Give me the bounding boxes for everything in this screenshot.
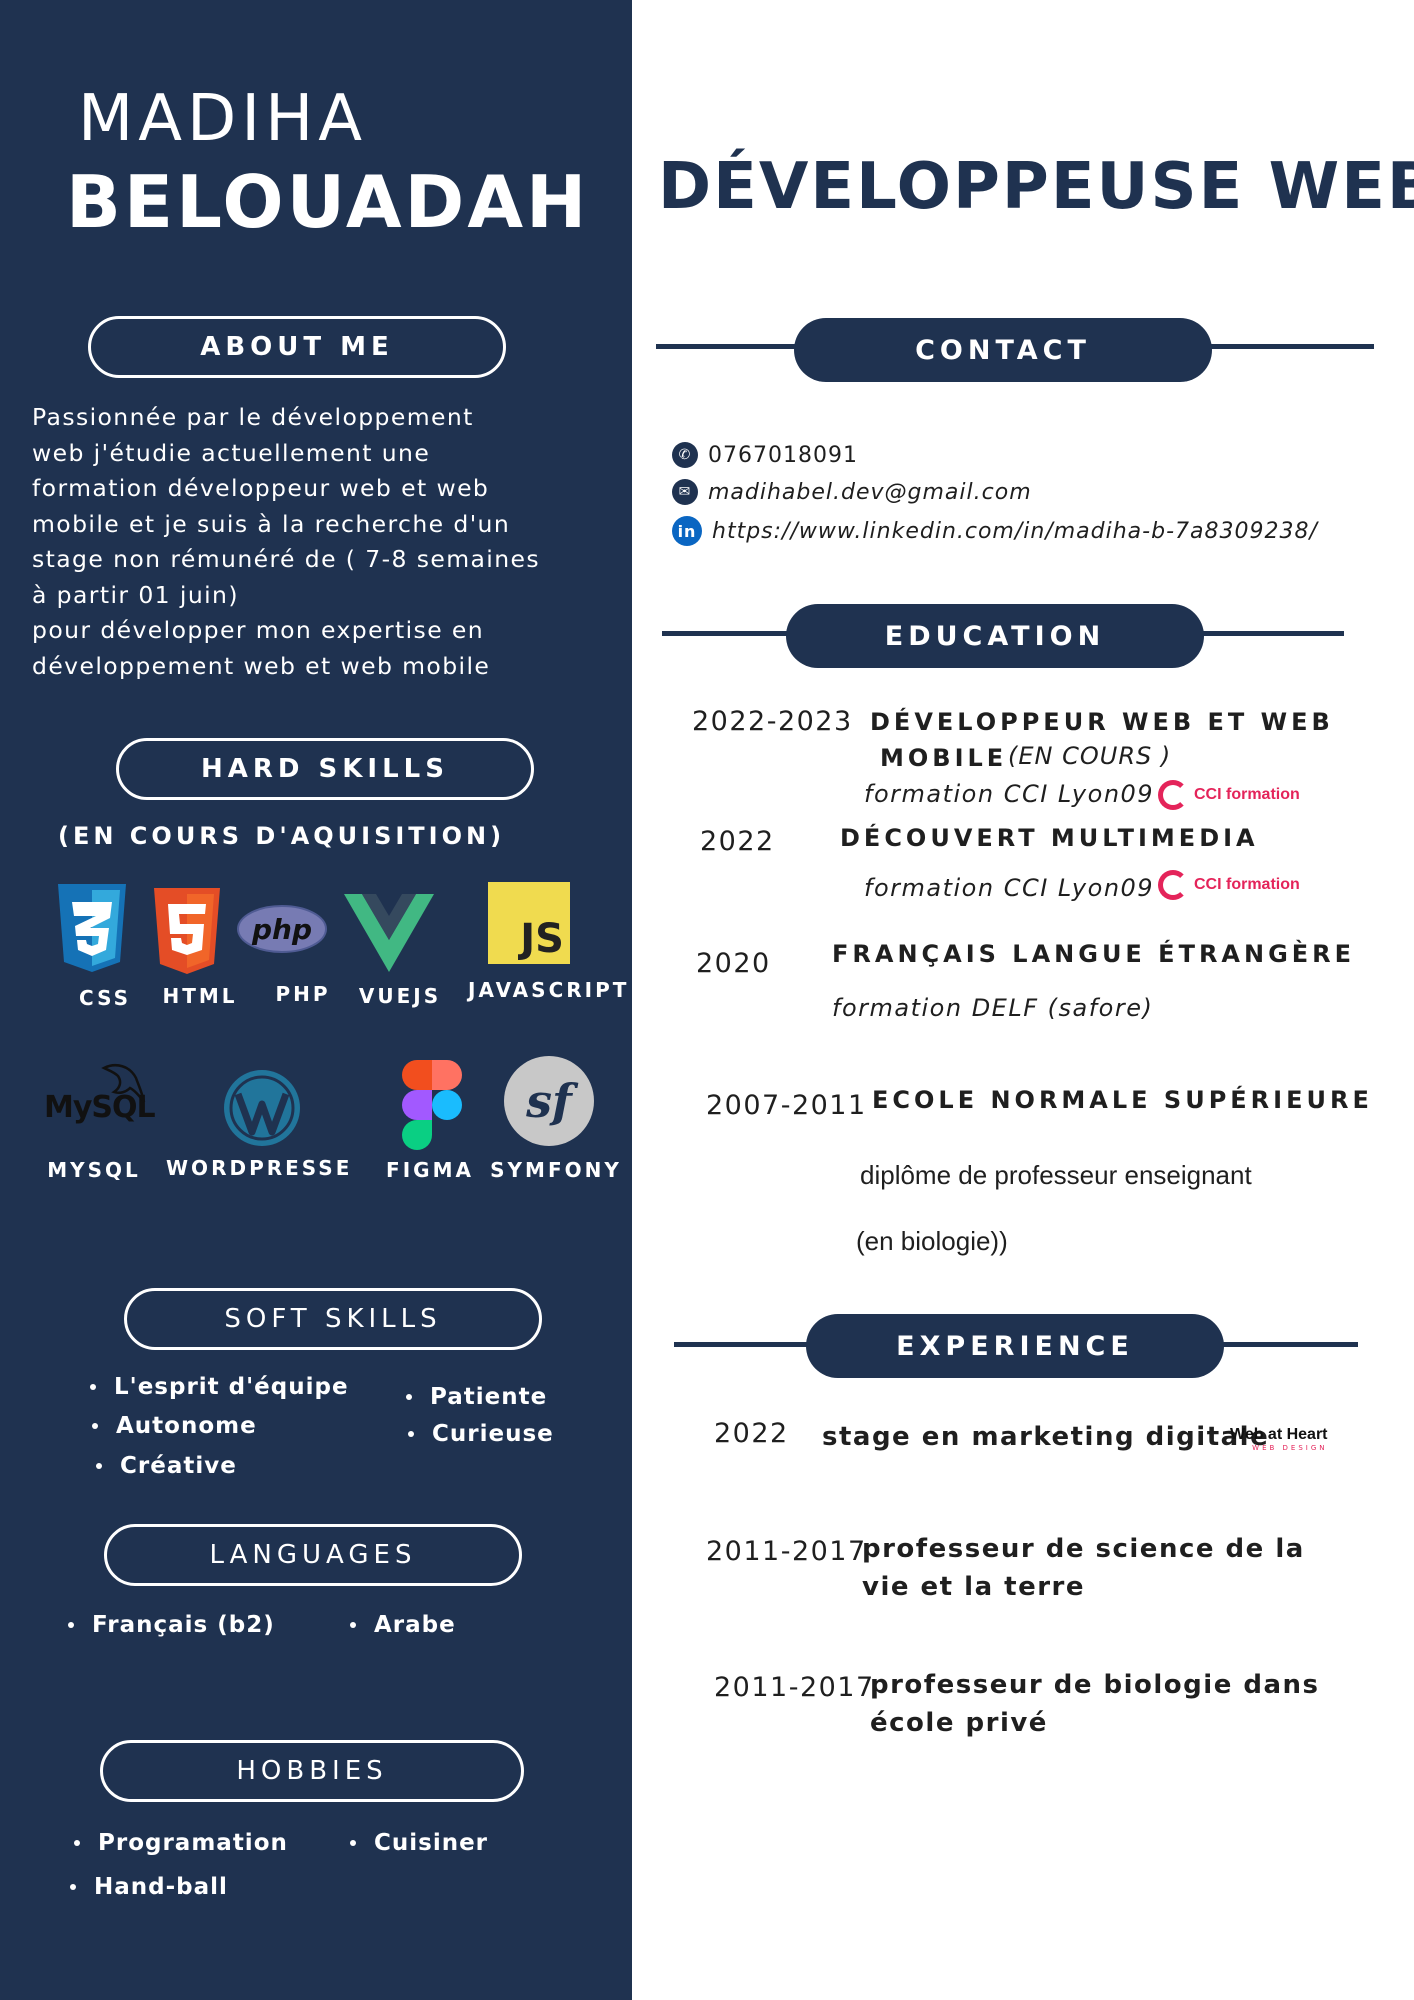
hard-skills-subheading: (EN COURS D'AQUISITION) (58, 822, 506, 850)
edu-detail: diplôme de professeur enseignant (860, 1160, 1252, 1190)
exp-title: stage en marketing digitale (822, 1422, 1270, 1452)
email-text[interactable]: madihabel.dev@gmail.com (708, 479, 1032, 505)
edu-title: FRANÇAIS LANGUE ÉTRANGÈRE (832, 940, 1356, 968)
about-heading: ABOUT ME (88, 316, 506, 378)
languages-heading: LANGUAGES (104, 1524, 522, 1586)
css3-icon (58, 884, 126, 972)
symfony-icon (504, 1056, 594, 1146)
figma-icon (402, 1060, 462, 1150)
list-item: L'esprit d'équipe (90, 1374, 349, 1400)
mysql-dolphin-icon (101, 1064, 146, 1103)
edu-year: 2022 (700, 826, 775, 857)
edu-title: ECOLE NORMALE SUPÉRIEURE (872, 1086, 1373, 1114)
experience-heading: EXPERIENCE (806, 1314, 1224, 1378)
last-name: BELOUADAH (66, 160, 590, 244)
edu-detail: (en biologie)) (856, 1226, 1008, 1256)
exp-year: 2011-2017 (714, 1672, 875, 1703)
edu-title-line2: MOBILE (880, 744, 1008, 772)
list-item: Curieuse (408, 1421, 554, 1447)
job-title: DÉVELOPPEUSE WEB (658, 150, 1414, 224)
hobbies-heading: HOBBIES (100, 1740, 524, 1802)
email-icon: ✉ (672, 479, 698, 505)
contact-phone: ✆ 0767018091 (672, 442, 858, 468)
edu-school: formation DELF (safore) (832, 994, 1154, 1022)
exp-title: professeur de biologie dans école privé (870, 1670, 1320, 1738)
skill-label: WORDPRESSE (166, 1156, 353, 1180)
exp-year: 2022 (714, 1418, 789, 1449)
edu-year: 2020 (696, 948, 771, 979)
edu-year: 2022-2023 (692, 706, 853, 737)
javascript-icon (488, 882, 570, 964)
cci-logo: CCI formation (1158, 780, 1300, 810)
skill-label: MYSQL (47, 1158, 141, 1182)
contact-linkedin[interactable]: in https://www.linkedin.com/in/madiha-b-… (672, 516, 1318, 546)
edu-title: DÉVELOPPEUR WEB ET WEB (870, 708, 1334, 736)
skill-label: JAVASCRIPT (468, 978, 630, 1002)
contact-heading: CONTACT (794, 318, 1212, 382)
linkedin-icon: in (672, 516, 702, 546)
list-item: Programation (74, 1830, 288, 1856)
about-text: Passionnée par le développement web j'ét… (32, 403, 541, 680)
exp-title: professeur de science de la vie et la te… (862, 1534, 1305, 1602)
edu-title: DÉCOUVERT MULTIMEDIA (840, 824, 1259, 852)
skill-label: VUEJS (358, 984, 442, 1008)
wordpress-icon (224, 1070, 300, 1146)
skill-label: CSS (79, 986, 131, 1010)
web-at-heart-logo: Web at Heart WEB DESIGN (1230, 1426, 1328, 1452)
symfony-icon-text: sf (526, 1074, 572, 1128)
phone-text: 0767018091 (708, 442, 858, 468)
education-heading: EDUCATION (786, 604, 1204, 668)
skill-label: FIGMA (386, 1158, 474, 1182)
php-icon-text: php (251, 912, 313, 946)
hard-skills-heading: HARD SKILLS (116, 738, 534, 800)
sidebar: MADIHA BELOUADAH ABOUT ME Passionnée par… (0, 0, 632, 2000)
soft-skills-heading: SOFT SKILLS (124, 1288, 542, 1350)
cci-mark-icon (1158, 780, 1188, 810)
list-item: Hand-ball (70, 1874, 228, 1900)
vuejs-icon (344, 894, 434, 972)
edu-school: formation CCI Lyon09 (864, 780, 1155, 808)
contact-email[interactable]: ✉ madihabel.dev@gmail.com (672, 479, 1032, 505)
list-item: Patiente (406, 1384, 547, 1410)
list-item: Autonome (92, 1413, 257, 1439)
list-item: Créative (96, 1453, 237, 1479)
first-name: MADIHA (78, 82, 368, 156)
linkedin-link[interactable]: https://www.linkedin.com/in/madiha-b-7a8… (712, 518, 1318, 544)
exp-year: 2011-2017 (706, 1536, 867, 1567)
list-item: Cuisiner (350, 1830, 488, 1856)
cci-logo: CCI formation (1158, 870, 1300, 900)
phone-icon: ✆ (672, 442, 698, 468)
edu-year: 2007-2011 (706, 1090, 867, 1121)
list-item: Arabe (350, 1612, 456, 1638)
cci-mark-icon (1158, 870, 1188, 900)
html5-icon (154, 888, 220, 974)
skill-label: PHP (275, 982, 331, 1006)
php-icon (237, 905, 327, 953)
list-item: Français (b2) (68, 1612, 275, 1638)
edu-school: formation CCI Lyon09 (864, 874, 1155, 902)
mysql-icon: MySQL (44, 1090, 156, 1125)
skill-label: HTML (162, 984, 238, 1008)
skill-label: SYMFONY (490, 1158, 622, 1182)
javascript-icon-text: JS (520, 916, 564, 962)
edu-status: (EN COURS ) (1008, 742, 1172, 770)
